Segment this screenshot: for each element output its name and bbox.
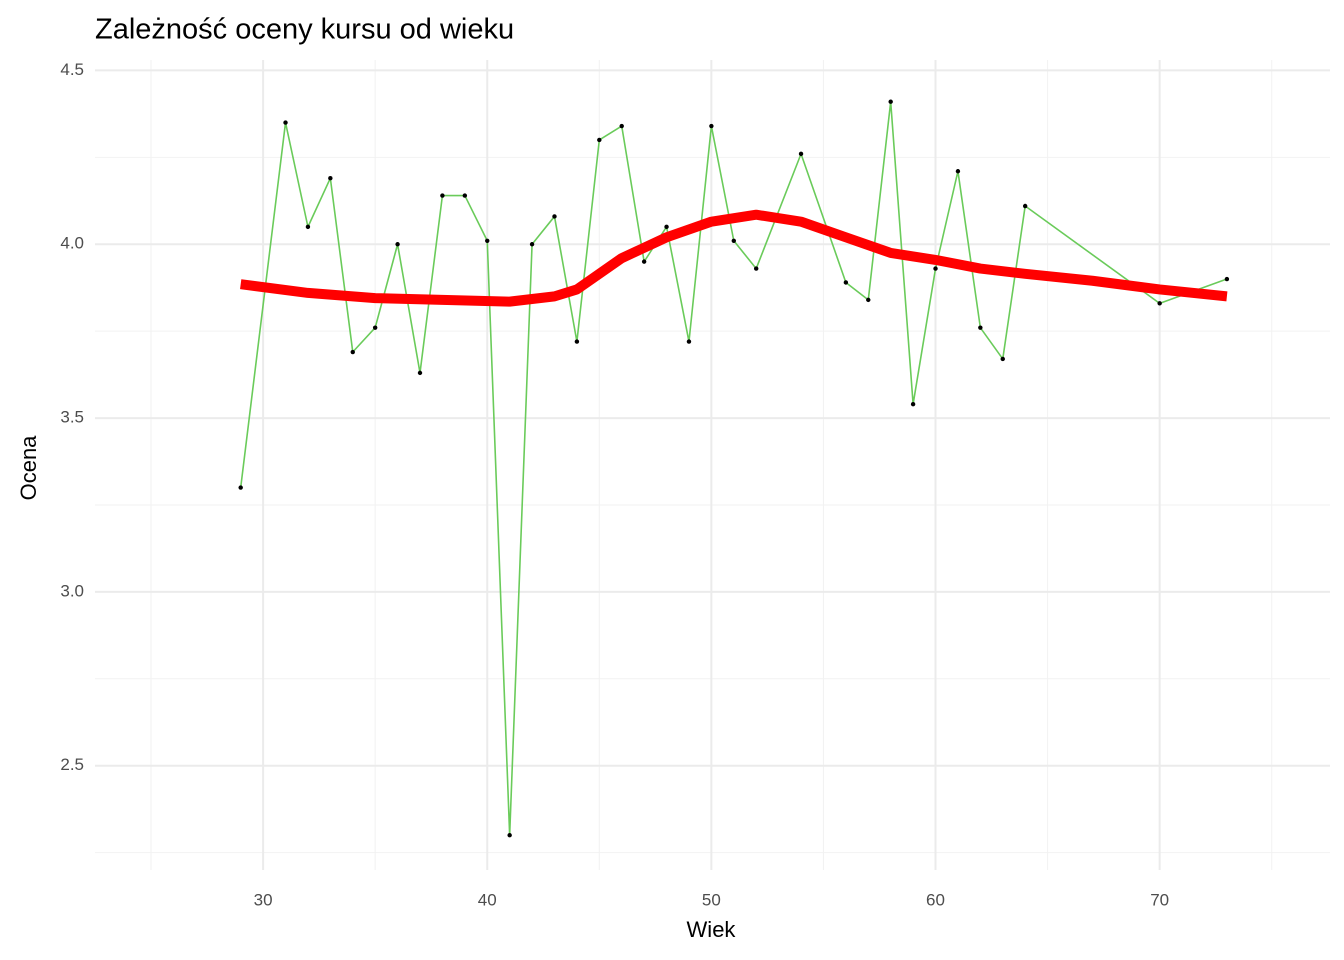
data-point (754, 266, 759, 271)
data-point (619, 123, 624, 129)
data-point (305, 224, 311, 230)
data-point (866, 297, 871, 303)
data-point (372, 325, 378, 330)
data-point (328, 175, 333, 181)
data-point (1022, 203, 1028, 209)
y-tick-label: 3.5 (60, 408, 84, 427)
data-point (955, 169, 961, 174)
data-point (529, 242, 535, 247)
data-point (1000, 356, 1005, 362)
data-point (462, 193, 468, 198)
y-axis-label: Ocena (16, 435, 41, 501)
data-point (507, 833, 512, 838)
data-point (417, 370, 423, 376)
data-point (843, 280, 849, 285)
data-point (709, 123, 714, 129)
data-point (888, 99, 893, 104)
x-tick-label: 70 (1150, 890, 1169, 909)
data-point (238, 485, 243, 490)
chart-title: Zależność oceny kursu od wieku (95, 14, 514, 46)
data-point (440, 193, 445, 198)
data-point (350, 349, 355, 355)
y-tick-label: 4.5 (60, 60, 84, 79)
data-point (574, 339, 580, 344)
data-point (395, 242, 400, 247)
data-point (597, 137, 602, 143)
data-point (798, 151, 804, 157)
data-point (664, 224, 669, 230)
x-tick-label: 60 (926, 890, 945, 909)
y-tick-label: 4.0 (60, 234, 84, 253)
data-point (910, 401, 916, 407)
y-tick-label: 3.0 (60, 581, 84, 600)
data-point (552, 214, 557, 219)
data-point (933, 266, 938, 271)
smooth-line (240, 209, 1228, 307)
x-tick-label: 30 (254, 890, 273, 909)
data-point (978, 325, 983, 330)
data-point (1157, 301, 1162, 306)
y-tick-label: 2.5 (60, 755, 84, 774)
data-point (283, 120, 288, 125)
x-tick-label: 40 (478, 890, 497, 909)
data-point (686, 339, 692, 344)
data-line (239, 100, 1228, 837)
data-point (731, 238, 736, 243)
x-tick-label: 50 (702, 890, 721, 909)
data-point (485, 238, 490, 243)
data-point (641, 259, 647, 264)
x-axis-label: Wiek (687, 917, 737, 942)
data-point (1224, 276, 1230, 282)
